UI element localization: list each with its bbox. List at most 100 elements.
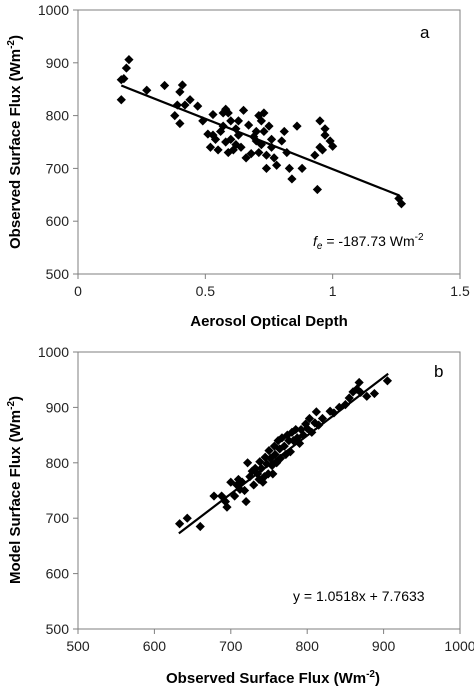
chart-b-data-point [304,413,315,424]
chart-b-x-tick-label: 1000 [444,638,474,654]
chart-a-data-point [256,140,266,150]
chart-a-data-point [121,63,131,73]
chart-a-y-axis-label: Observed Surface Flux (Wm-2) [6,35,24,249]
chart-b-panel-label: b [434,362,443,381]
chart-a-data-point [312,184,322,195]
chart-b-y-tick-label: 800 [46,455,70,471]
chart-b-data-point [209,491,219,501]
chart-b-x-tick-label: 700 [219,638,243,654]
chart-b-data-point [352,384,362,394]
chart-b-x-tick-label: 600 [143,638,167,654]
chart-b-data-point [344,393,354,403]
chart-b-data-point [264,446,274,456]
chart-b-data-point [354,377,364,388]
chart-a-data-point [213,145,223,155]
chart-a-y-axis-label-main: Observed Surface Flux (Wm [7,49,24,249]
chart-a-data-point [279,126,289,137]
chart-a-data-point [266,142,277,152]
chart-a-annotation: fe = -187.73 Wm-2 [313,232,424,252]
chart-a-data-point [244,120,254,130]
chart-a-x-tick-label: 0.5 [196,283,216,299]
chart-b-y-tick-label: 900 [46,399,70,415]
chart-b-x-tick-label: 900 [372,638,396,654]
chart-a-data-point [119,74,129,84]
chart-a-data-point [124,55,134,65]
chart-b-data-point [250,463,260,473]
chart-a-y-tick-label: 800 [46,108,70,124]
chart-b-data-point [182,513,192,523]
chart-a-data-point [254,111,264,121]
chart-b-data-point [175,519,185,529]
chart-b-data-point [270,449,280,460]
chart-a-data-point [315,116,325,126]
chart-a-data-point [317,145,328,155]
chart-b-data-point [195,521,205,532]
chart-a-data-point [259,108,269,118]
chart-a-data-point [159,80,170,91]
chart-a: 500 600 700 800 900 1000 0 0.5 1 1.5 a fe = -187… [6,2,470,330]
chart-a-data-point [396,199,407,209]
chart-a-data-point [259,126,269,137]
chart-a-data-point [277,136,287,146]
chart-b-data-point [329,408,339,418]
chart-a-data-point [310,150,320,160]
chart-a-data-point [205,142,216,152]
chart-a-data-point [238,105,249,115]
chart-b-data-point [356,387,366,398]
chart-a-y-axis-label-close: ) [7,35,24,40]
chart-b-data-point [249,480,259,490]
chart-a-data-point [266,134,277,144]
chart-b-y-tick-label: 700 [46,510,70,526]
chart-b-data-point [255,457,265,467]
chart-a-annotation-sub: e [317,241,323,252]
chart-a-data-point [233,116,244,126]
chart-b-y-tick-label: 600 [46,566,70,582]
chart-b-data-point [294,438,305,449]
chart-a-y-tick-label: 500 [46,266,70,282]
chart-a-data-point [287,174,297,184]
chart-a-data-point [284,163,294,173]
chart-b-data-point [217,491,227,501]
chart-b-data-point [291,424,301,435]
chart-a-x-tick-label: 0 [74,283,82,299]
chart-a-data-point [320,130,330,140]
chart-b-x-axis-label-sup: -2 [366,669,375,680]
chart-a-data-point [241,153,251,163]
chart-b-data-point [334,402,344,412]
chart-b-data-point [268,469,278,479]
chart-a-data-point [272,160,282,170]
chart-b-data-point [232,480,242,490]
chart-a-data-point [175,118,185,129]
chart-a-annotation-f: f [313,233,319,249]
chart-a-x-tick-label: 1 [329,283,337,299]
chart-a-data-point [246,149,256,159]
chart-a-data-point [236,142,246,152]
chart-b-x-tick-label: 800 [296,638,320,654]
chart-b-data-point [256,463,266,473]
chart-a-data-point [223,108,233,118]
chart-a-y-tick-label: 600 [46,213,70,229]
chart-a-x-axis-label: Aerosol Optical Depth [190,313,348,330]
chart-a-data-point [315,142,325,152]
chart-b-y-axis-label-close: ) [7,396,24,401]
chart-a-data-point [256,116,266,126]
chart-a-data-point [261,163,272,173]
chart-b-data-point [362,391,372,401]
chart-a-data-point [226,116,236,126]
chart-a-y-tick-label: 700 [46,160,70,176]
chart-b-annotation: y = 1.0518x + 7.7633 [293,588,425,604]
chart-b-x-axis-label: Observed Surface Flux (Wm-2) [166,669,380,687]
chart-b-data-point [243,458,253,468]
chart-a-data-point [142,85,152,95]
chart-a-data-point [193,101,203,111]
chart-a-data-point [185,95,195,105]
chart-a-panel-label: a [420,23,430,42]
chart-b-data-point [311,407,321,417]
chart-a-y-tick-label: 1000 [38,2,69,18]
chart-b-y-axis-label-main: Model Surface Flux (Wm [7,410,24,584]
chart-a-data-point [320,124,330,134]
chart-a-data-point [251,126,261,137]
chart-b-y-tick-label: 500 [46,621,70,637]
